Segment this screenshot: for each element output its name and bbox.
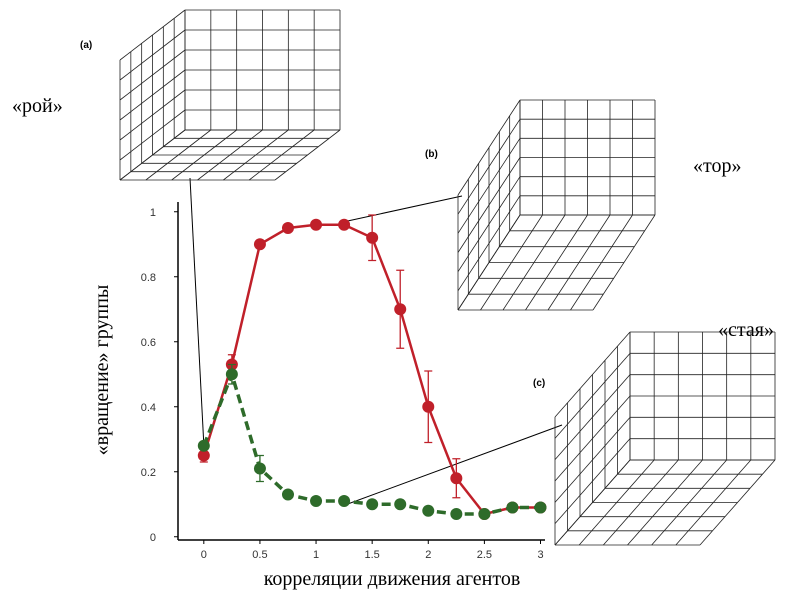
y-tick-label: 0.4	[141, 402, 156, 414]
point	[394, 498, 406, 510]
point	[254, 463, 266, 475]
y-tick-label: 0.6	[141, 337, 156, 349]
point	[198, 440, 210, 452]
point	[226, 368, 238, 380]
point	[366, 498, 378, 510]
point	[310, 495, 322, 507]
y-tick-label: 1	[150, 207, 156, 219]
x-tick-label: 2.5	[477, 549, 492, 561]
x-tick-label: 1.5	[365, 549, 380, 561]
y-tick-label: 0	[150, 532, 156, 544]
connector	[345, 425, 562, 505]
annotation: «тор»	[693, 155, 741, 177]
point	[422, 401, 434, 413]
point	[535, 502, 547, 514]
point	[282, 222, 294, 234]
y-tick-label: 0.8	[141, 272, 156, 284]
point	[310, 219, 322, 231]
y-tick-label: 0.2	[141, 467, 156, 479]
x-tick-label: 1	[313, 549, 319, 561]
point	[450, 472, 462, 484]
annotation: «рой»	[12, 95, 63, 117]
point	[450, 508, 462, 520]
point	[478, 508, 490, 520]
point	[422, 505, 434, 517]
x-axis-label: корреляции движения агентов	[264, 568, 521, 590]
point	[506, 502, 518, 514]
y-axis-label: «вращение» группы	[91, 285, 113, 456]
connector	[190, 178, 204, 448]
x-tick-label: 0	[201, 549, 207, 561]
connector	[343, 196, 462, 222]
x-tick-label: 3	[537, 549, 543, 561]
chart: (a) «рой» (b) «тор» «стая» (c) корреляци…	[0, 0, 811, 598]
panel-label: (c)	[533, 378, 545, 389]
point	[394, 303, 406, 315]
point	[338, 495, 350, 507]
series-line	[204, 374, 541, 514]
point	[366, 232, 378, 244]
x-tick-label: 0.5	[252, 549, 267, 561]
point	[338, 219, 350, 231]
x-tick-label: 2	[425, 549, 431, 561]
panel-label: (a)	[80, 40, 92, 51]
point	[282, 489, 294, 501]
panel-label: (b)	[425, 149, 438, 160]
point	[254, 238, 266, 250]
